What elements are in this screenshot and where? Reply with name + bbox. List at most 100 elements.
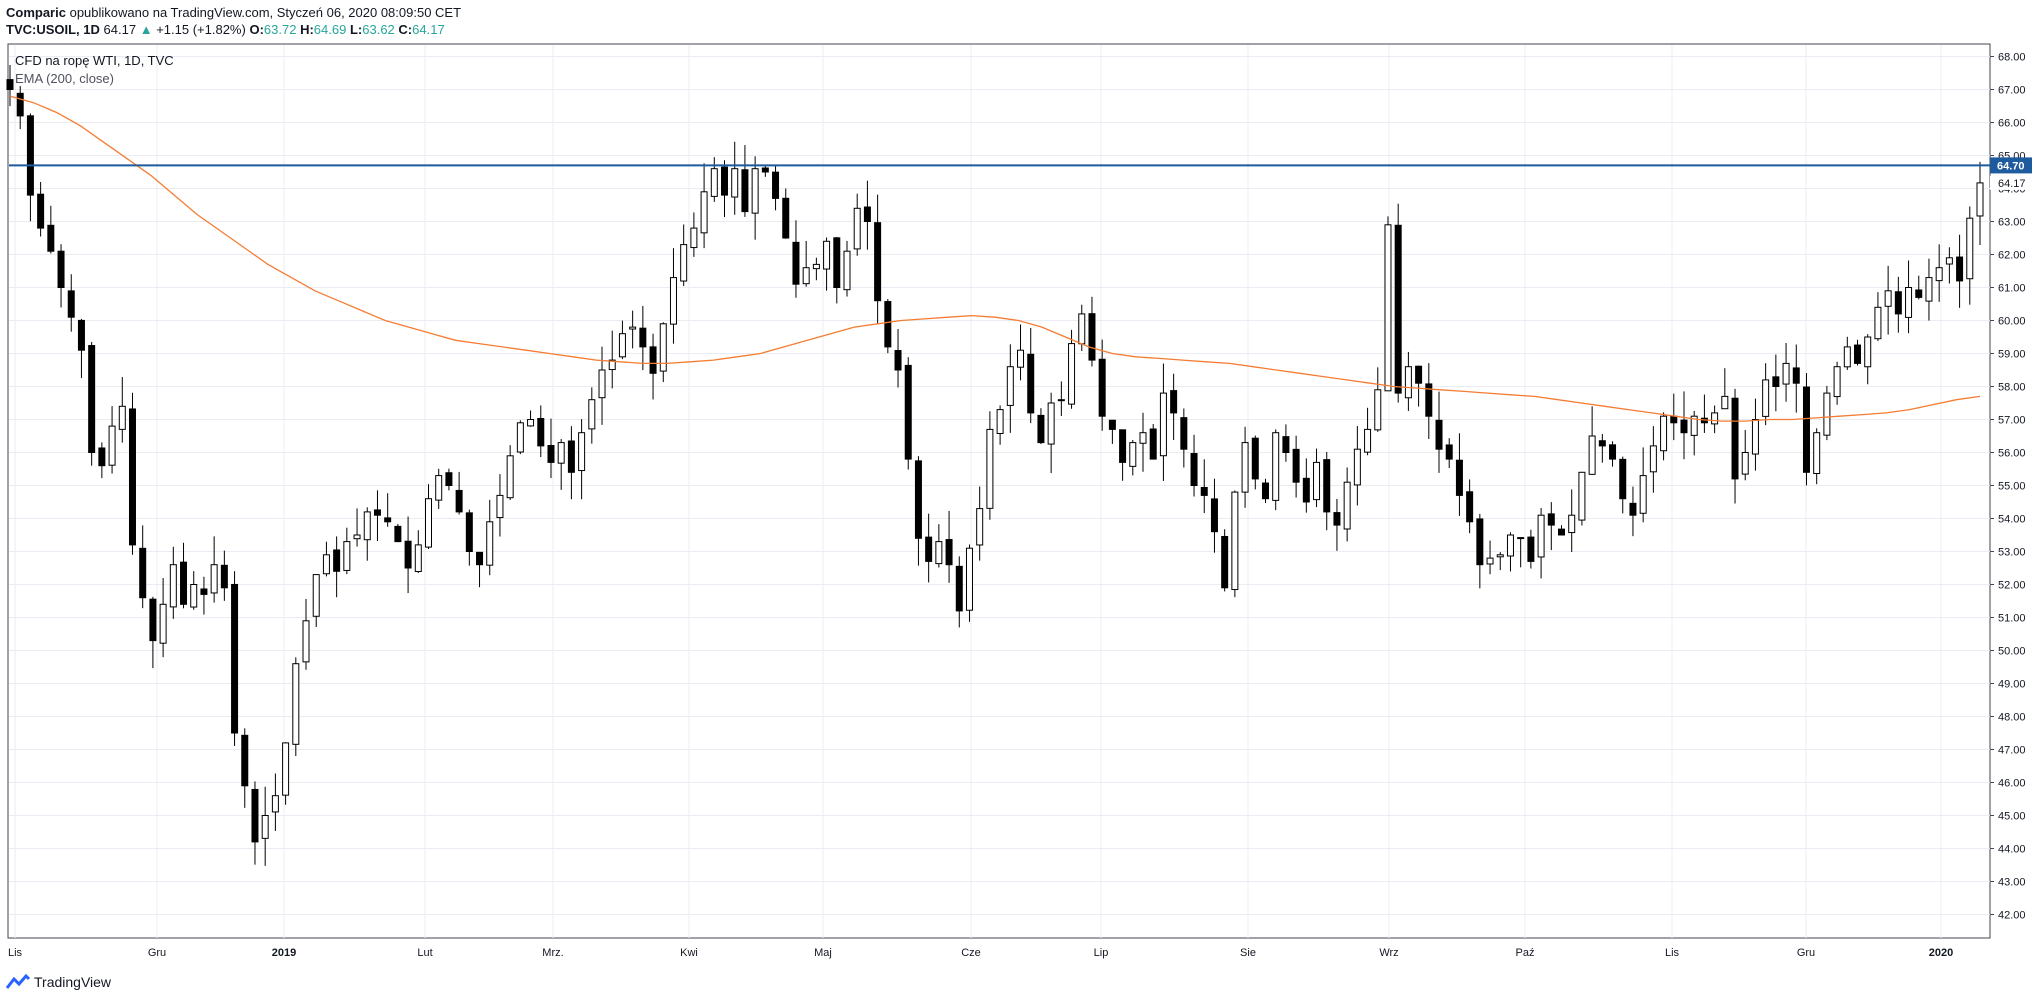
candle-body <box>578 432 586 472</box>
candle-body <box>394 525 402 543</box>
candle-body <box>108 425 116 466</box>
candle-body <box>1057 399 1065 402</box>
candle-body <box>1159 392 1167 457</box>
candle-body <box>1006 366 1014 406</box>
candle-body <box>1609 444 1617 460</box>
publisher-name[interactable]: Comparic <box>6 5 66 20</box>
candle-body <box>1813 432 1821 475</box>
candle-body <box>353 534 361 540</box>
indicator-label[interactable]: EMA (200, close) <box>15 71 114 86</box>
chart-header: Comparic opublikowano na TradingView.com… <box>6 4 461 38</box>
candle-body <box>1649 445 1657 473</box>
candle-body <box>343 541 351 571</box>
candle-body <box>1017 349 1025 368</box>
candle-body <box>1660 415 1668 452</box>
candle-body <box>669 277 677 325</box>
candle-body <box>292 663 300 745</box>
candle-body <box>1721 395 1729 410</box>
price-chart[interactable]: 42.00 43.00 44.00 45.00 46.00 47.00 48.00 49.00… <box>0 0 2041 970</box>
x-tick-label: Sie <box>1240 947 1256 959</box>
candle-body <box>1466 491 1474 523</box>
x-tick-label: Wrz <box>1379 947 1398 959</box>
candle-body <box>1261 482 1269 500</box>
y-tick-label: 53.00 <box>1998 547 2026 559</box>
publish-line: Comparic opublikowano na TradingView.com… <box>6 4 461 21</box>
candle-body <box>1190 453 1198 487</box>
candle-body <box>1292 448 1300 483</box>
candle-body <box>1619 458 1627 500</box>
y-tick-label: 52.00 <box>1998 580 2026 592</box>
candle-body <box>496 494 504 519</box>
y-tick-label: 51.00 <box>1998 613 2026 625</box>
candle-body <box>772 171 780 199</box>
candle-body <box>1966 217 1974 280</box>
candle-body <box>1108 419 1116 430</box>
candle-body <box>1833 366 1841 398</box>
candle-body <box>1180 417 1188 450</box>
x-tick-label: Kwi <box>680 947 698 959</box>
candle-body <box>914 460 922 539</box>
open-label: O: <box>249 22 264 37</box>
x-tick-label: Lis <box>8 947 23 959</box>
candle-body <box>1639 475 1647 514</box>
candle-body <box>1374 389 1382 431</box>
hline-price-label: 64.70 <box>1997 160 2025 172</box>
candle-body <box>1119 429 1127 463</box>
candle-body <box>945 539 953 566</box>
candle-body <box>1568 514 1576 534</box>
brand-name: TradingView <box>34 974 112 990</box>
y-tick-label: 62.00 <box>1998 250 2026 262</box>
candle-body <box>1772 376 1780 388</box>
plot-frame <box>7 43 1991 939</box>
candle-body <box>57 250 65 288</box>
candle-body <box>506 455 514 499</box>
y-tick-label: 57.00 <box>1998 415 2026 427</box>
candle-body <box>1629 502 1637 516</box>
candle-body <box>659 323 667 372</box>
candle-body <box>1690 415 1698 436</box>
candle-body <box>1558 528 1566 536</box>
candle-body <box>465 512 473 552</box>
x-tick-label: 2020 <box>1929 947 1953 959</box>
candle-body <box>863 206 871 222</box>
candle-body <box>180 561 188 605</box>
candle-body <box>812 263 820 270</box>
last-price: 64.17 <box>103 22 137 37</box>
y-tick-label: 66.00 <box>1998 118 2026 130</box>
candle-body <box>976 508 984 546</box>
candle-body <box>1210 498 1218 533</box>
candle-body <box>1098 358 1106 417</box>
candle-body <box>1864 336 1872 368</box>
candle-body <box>1445 444 1453 460</box>
candle-body <box>414 544 422 573</box>
series-title[interactable]: CFD na ropę WTI, 1D, TVC <box>15 53 174 68</box>
candle-body <box>1506 534 1514 557</box>
candle-body <box>26 115 34 196</box>
x-tick-label: Paź <box>1516 947 1535 959</box>
ema-line[interactable] <box>9 95 1981 422</box>
candle-body <box>1486 557 1494 565</box>
candle-body <box>843 250 851 291</box>
x-tick-label: Gru <box>1797 947 1815 959</box>
candle-body <box>486 521 494 566</box>
candle-body <box>16 92 24 117</box>
candle-body <box>1915 289 1923 298</box>
tradingview-footer[interactable]: TradingView <box>6 974 111 990</box>
candle-body <box>1792 367 1800 384</box>
candle-body <box>1251 437 1259 480</box>
candle-body <box>200 588 208 595</box>
last-price-tag <box>1990 175 2032 190</box>
candle-body <box>588 399 596 430</box>
x-tick-label: 2019 <box>272 947 296 959</box>
x-tick-label: Lis <box>1665 947 1680 959</box>
candle-body <box>1323 459 1331 513</box>
candle-body <box>1843 346 1851 368</box>
hline-price-tag <box>1990 157 2032 174</box>
candle-body <box>159 603 167 644</box>
candle-body <box>1751 419 1759 455</box>
candle-body <box>1976 182 1984 217</box>
x-tick-label: Maj <box>814 947 832 959</box>
candle-body <box>894 350 902 371</box>
symbol-text[interactable]: TVC:USOIL, 1D <box>6 22 100 37</box>
y-tick-label: 46.00 <box>1998 778 2026 790</box>
